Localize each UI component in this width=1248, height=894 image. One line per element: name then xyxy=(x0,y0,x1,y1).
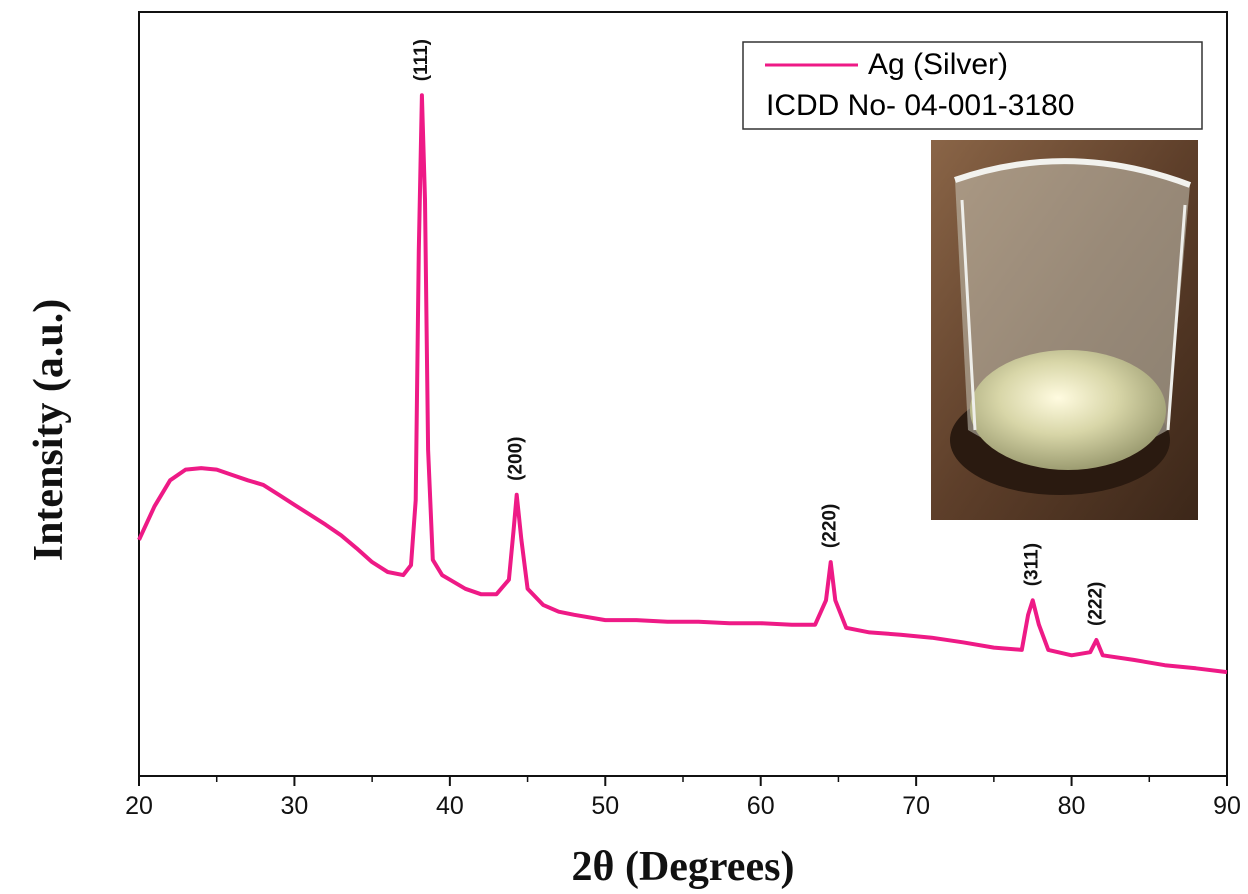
x-tick-label: 20 xyxy=(125,792,153,820)
peak-label: (311) xyxy=(1022,543,1043,586)
x-tick-label: 60 xyxy=(747,792,775,820)
x-tick-label: 50 xyxy=(591,792,619,820)
legend: Ag (Silver) ICDD No- 04-001-3180 xyxy=(742,41,1203,130)
inset-photo xyxy=(931,140,1198,520)
peak-label: (222) xyxy=(1085,582,1106,626)
line-series xyxy=(137,93,1228,675)
peak-label: (111) xyxy=(411,39,432,81)
x-tick-label: 70 xyxy=(902,792,930,820)
x-axis-label: 2θ (Degrees) xyxy=(572,844,795,890)
x-tick-label: 90 xyxy=(1213,792,1241,820)
legend-note: ICDD No- 04-001-3180 xyxy=(766,89,1074,122)
legend-label: Ag (Silver) xyxy=(868,48,1008,81)
x-tick-label: 30 xyxy=(281,792,309,820)
x-tick-label: 80 xyxy=(1058,792,1086,820)
peak-label: (220) xyxy=(820,504,841,548)
y-axis-label: Intensity (a.u.) xyxy=(26,299,72,562)
peak-label: (200) xyxy=(506,436,527,480)
x-tick-label: 40 xyxy=(436,792,464,820)
